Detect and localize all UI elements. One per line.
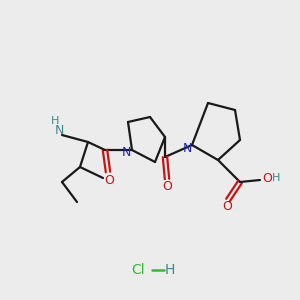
Text: O: O bbox=[104, 173, 114, 187]
Text: Cl: Cl bbox=[131, 263, 145, 277]
Text: H: H bbox=[165, 263, 175, 277]
Text: H: H bbox=[272, 173, 280, 183]
Text: N: N bbox=[121, 146, 131, 158]
Text: H: H bbox=[51, 116, 59, 126]
Text: N: N bbox=[182, 142, 192, 155]
Text: O: O bbox=[222, 200, 232, 214]
Text: N: N bbox=[54, 124, 64, 136]
Text: O: O bbox=[162, 181, 172, 194]
Text: O: O bbox=[262, 172, 272, 184]
